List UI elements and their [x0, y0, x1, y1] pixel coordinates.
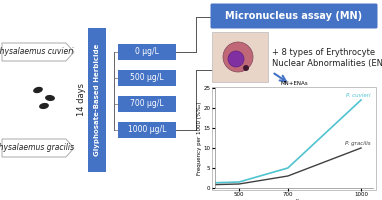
Y-axis label: Frequency per 1000 (%‰): Frequency per 1000 (%‰)	[197, 101, 202, 175]
Ellipse shape	[33, 87, 43, 93]
Text: P. gracilis: P. gracilis	[345, 141, 371, 146]
Text: P. cuvieri: P. cuvieri	[346, 93, 371, 98]
FancyBboxPatch shape	[212, 87, 376, 190]
FancyBboxPatch shape	[118, 70, 176, 86]
Title: MN+ENAs: MN+ENAs	[280, 81, 308, 86]
Text: 14 days: 14 days	[78, 84, 86, 116]
Polygon shape	[2, 43, 74, 61]
Text: 500 μg/L: 500 μg/L	[130, 73, 164, 82]
Circle shape	[228, 51, 244, 67]
Text: Micronucleus assay (MN): Micronucleus assay (MN)	[225, 11, 363, 21]
Polygon shape	[2, 139, 74, 157]
Text: Physalaemus cuvieri: Physalaemus cuvieri	[0, 47, 73, 56]
Ellipse shape	[39, 103, 49, 109]
FancyBboxPatch shape	[210, 3, 377, 28]
Circle shape	[243, 65, 249, 71]
Text: 1000 μg/L: 1000 μg/L	[128, 126, 166, 134]
Text: 700 μg/L: 700 μg/L	[130, 99, 164, 108]
FancyBboxPatch shape	[212, 32, 268, 82]
Circle shape	[223, 42, 253, 72]
FancyBboxPatch shape	[118, 122, 176, 138]
FancyBboxPatch shape	[118, 44, 176, 60]
Text: Physalaemus gracilis: Physalaemus gracilis	[0, 144, 74, 152]
Text: 0 μg/L: 0 μg/L	[135, 47, 159, 56]
FancyBboxPatch shape	[118, 96, 176, 112]
FancyBboxPatch shape	[88, 28, 106, 172]
Text: Glyphosate-Based Herbicide: Glyphosate-Based Herbicide	[94, 44, 100, 156]
X-axis label: μg/L: μg/L	[287, 199, 301, 200]
Ellipse shape	[45, 95, 55, 101]
Text: + 8 types of Erythrocyte
Nuclear Abnormalities (ENAs): + 8 types of Erythrocyte Nuclear Abnorma…	[272, 48, 382, 68]
